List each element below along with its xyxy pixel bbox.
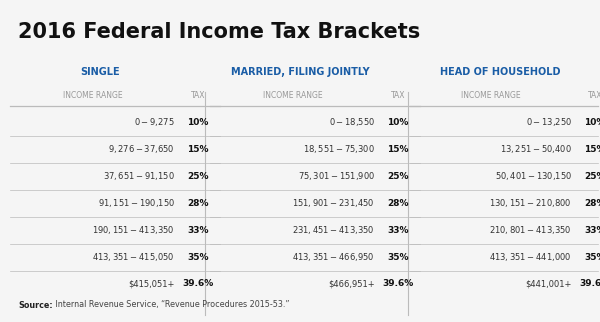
Text: 10%: 10% bbox=[584, 118, 600, 127]
Text: $13,251 -  $50,400: $13,251 - $50,400 bbox=[500, 143, 572, 155]
Text: 35%: 35% bbox=[584, 252, 600, 261]
Text: $151,901 - $231,450: $151,901 - $231,450 bbox=[292, 197, 375, 209]
Text: $130,151 - $210,800: $130,151 - $210,800 bbox=[490, 197, 572, 209]
Text: 28%: 28% bbox=[387, 198, 409, 207]
Text: $75,301 - $151,900: $75,301 - $151,900 bbox=[298, 170, 375, 182]
Text: TAX: TAX bbox=[191, 90, 205, 99]
Text: 33%: 33% bbox=[387, 225, 409, 234]
Text: 33%: 33% bbox=[187, 225, 209, 234]
Text: 15%: 15% bbox=[387, 145, 409, 154]
Text: $415,051+: $415,051+ bbox=[128, 279, 175, 289]
Text: 10%: 10% bbox=[187, 118, 209, 127]
Text: $413,351 - $466,950: $413,351 - $466,950 bbox=[292, 251, 375, 263]
Text: INCOME RANGE: INCOME RANGE bbox=[263, 90, 322, 99]
Text: $91,151 - $190,150: $91,151 - $190,150 bbox=[98, 197, 175, 209]
Text: $18,551 -  $75,300: $18,551 - $75,300 bbox=[303, 143, 375, 155]
Text: $190,151 - $413,350: $190,151 - $413,350 bbox=[92, 224, 175, 236]
Text: $0 -   $18,550: $0 - $18,550 bbox=[329, 116, 375, 128]
Text: 39.6%: 39.6% bbox=[580, 279, 600, 289]
Text: TAX: TAX bbox=[588, 90, 600, 99]
Text: $0 -   $9,275: $0 - $9,275 bbox=[134, 116, 175, 128]
Text: 35%: 35% bbox=[187, 252, 209, 261]
Text: Internal Revenue Service, “Revenue Procedures 2015-53.”: Internal Revenue Service, “Revenue Proce… bbox=[53, 300, 290, 309]
Text: $37,651 -  $91,150: $37,651 - $91,150 bbox=[103, 170, 175, 182]
Text: 25%: 25% bbox=[387, 172, 409, 181]
Text: 25%: 25% bbox=[584, 172, 600, 181]
Text: $0 -   $13,250: $0 - $13,250 bbox=[526, 116, 572, 128]
Text: INCOME RANGE: INCOME RANGE bbox=[461, 90, 521, 99]
Text: 39.6%: 39.6% bbox=[382, 279, 413, 289]
Text: 33%: 33% bbox=[584, 225, 600, 234]
Text: $231,451 - $413,350: $231,451 - $413,350 bbox=[292, 224, 375, 236]
Text: 15%: 15% bbox=[187, 145, 209, 154]
Text: 10%: 10% bbox=[388, 118, 409, 127]
Text: SINGLE: SINGLE bbox=[80, 67, 120, 77]
Text: MARRIED, FILING JOINTLY: MARRIED, FILING JOINTLY bbox=[230, 67, 370, 77]
Text: $50,401 - $130,150: $50,401 - $130,150 bbox=[495, 170, 572, 182]
Text: Source:: Source: bbox=[18, 300, 53, 309]
Text: 2016 Federal Income Tax Brackets: 2016 Federal Income Tax Brackets bbox=[18, 22, 420, 42]
Text: 39.6%: 39.6% bbox=[182, 279, 214, 289]
Text: $413,351 - $415,050: $413,351 - $415,050 bbox=[92, 251, 175, 263]
Text: 35%: 35% bbox=[387, 252, 409, 261]
Text: TAX: TAX bbox=[391, 90, 405, 99]
Text: 15%: 15% bbox=[584, 145, 600, 154]
Text: $9,276 -  $37,650: $9,276 - $37,650 bbox=[109, 143, 175, 155]
Text: $413,351 - $441,000: $413,351 - $441,000 bbox=[490, 251, 572, 263]
Text: 28%: 28% bbox=[584, 198, 600, 207]
Text: 25%: 25% bbox=[187, 172, 209, 181]
Text: $466,951+: $466,951+ bbox=[328, 279, 375, 289]
Text: INCOME RANGE: INCOME RANGE bbox=[62, 90, 122, 99]
Text: $210,801 - $413,350: $210,801 - $413,350 bbox=[490, 224, 572, 236]
Text: $441,001+: $441,001+ bbox=[526, 279, 572, 289]
Text: HEAD OF HOUSEHOLD: HEAD OF HOUSEHOLD bbox=[440, 67, 560, 77]
Text: 28%: 28% bbox=[187, 198, 209, 207]
